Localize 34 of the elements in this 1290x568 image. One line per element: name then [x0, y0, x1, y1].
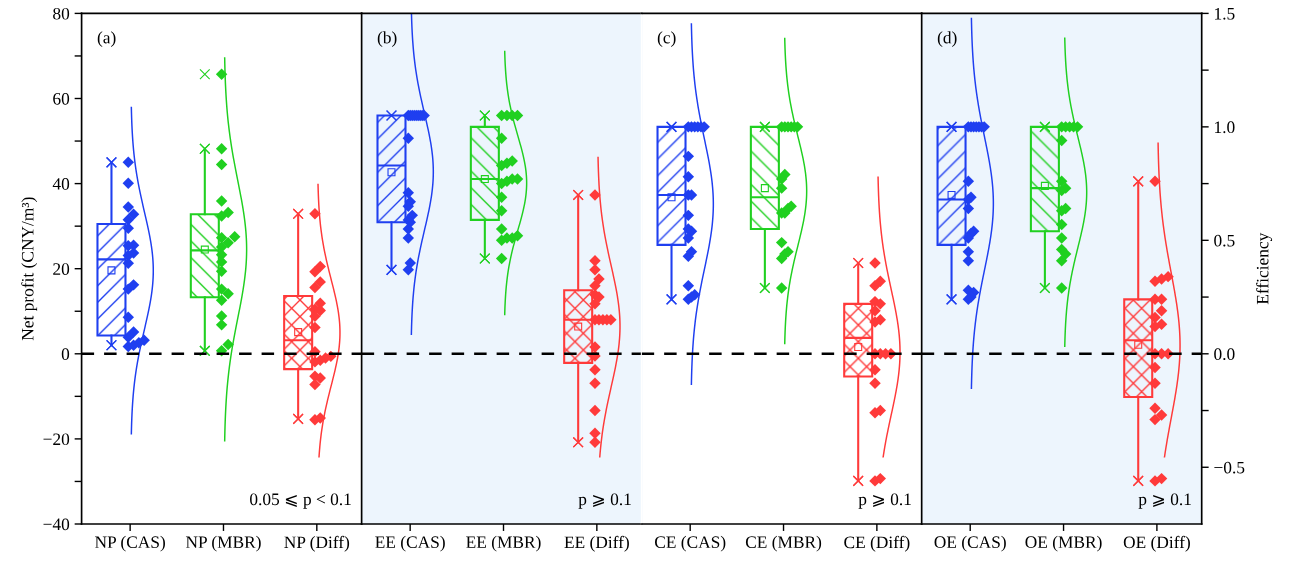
annotation: p ⩾ 0.1: [1138, 493, 1191, 509]
annotation: (b): [377, 31, 397, 48]
x-tick-label: NP (Diff): [284, 535, 350, 552]
x-tick-label: CE (Diff): [844, 535, 910, 552]
annotation: (c): [657, 31, 676, 48]
y-tick-label: −0.5: [1214, 461, 1245, 474]
annotation: 0.05 ⩽ p < 0.1: [250, 493, 351, 509]
y-tick-label: 1.5: [1215, 7, 1235, 20]
y-tick-label: 1.0: [1215, 121, 1235, 134]
x-tick-label: OE (MBR): [1025, 535, 1102, 552]
annotation: (a): [97, 31, 116, 48]
y-tick-label: 0.5: [1214, 234, 1235, 247]
y-tick-label: −20: [43, 433, 70, 446]
y-tick-label: 60: [53, 92, 70, 105]
x-tick-label: OE (Diff): [1123, 535, 1190, 552]
x-tick-label: EE (MBR): [466, 535, 541, 552]
x-tick-label: NP (CAS): [95, 535, 165, 552]
x-tick-label: CE (CAS): [654, 535, 726, 552]
annotation: p ⩾ 0.1: [578, 493, 631, 509]
y-tick-label: 80: [53, 7, 70, 20]
y-tick-label: 0.0: [1214, 348, 1235, 361]
y-tick-label: −40: [43, 518, 70, 531]
annotation: p ⩾ 0.1: [858, 493, 911, 509]
x-tick-label: CE (MBR): [745, 535, 822, 552]
x-tick-label: EE (Diff): [564, 535, 629, 552]
y-axis-title: Efficiency: [1256, 232, 1273, 305]
y-tick-label: 40: [52, 178, 70, 190]
x-tick-label: OE (CAS): [934, 535, 1006, 552]
x-tick-label: NP (MBR): [185, 535, 261, 552]
annotation: (d): [937, 31, 957, 48]
y-tick-label: 0: [61, 348, 70, 360]
y-axis-title: Net profit (CNY/m³): [21, 197, 38, 341]
x-tick-label: EE (CAS): [375, 535, 445, 552]
y-tick-label: 20: [53, 263, 70, 275]
